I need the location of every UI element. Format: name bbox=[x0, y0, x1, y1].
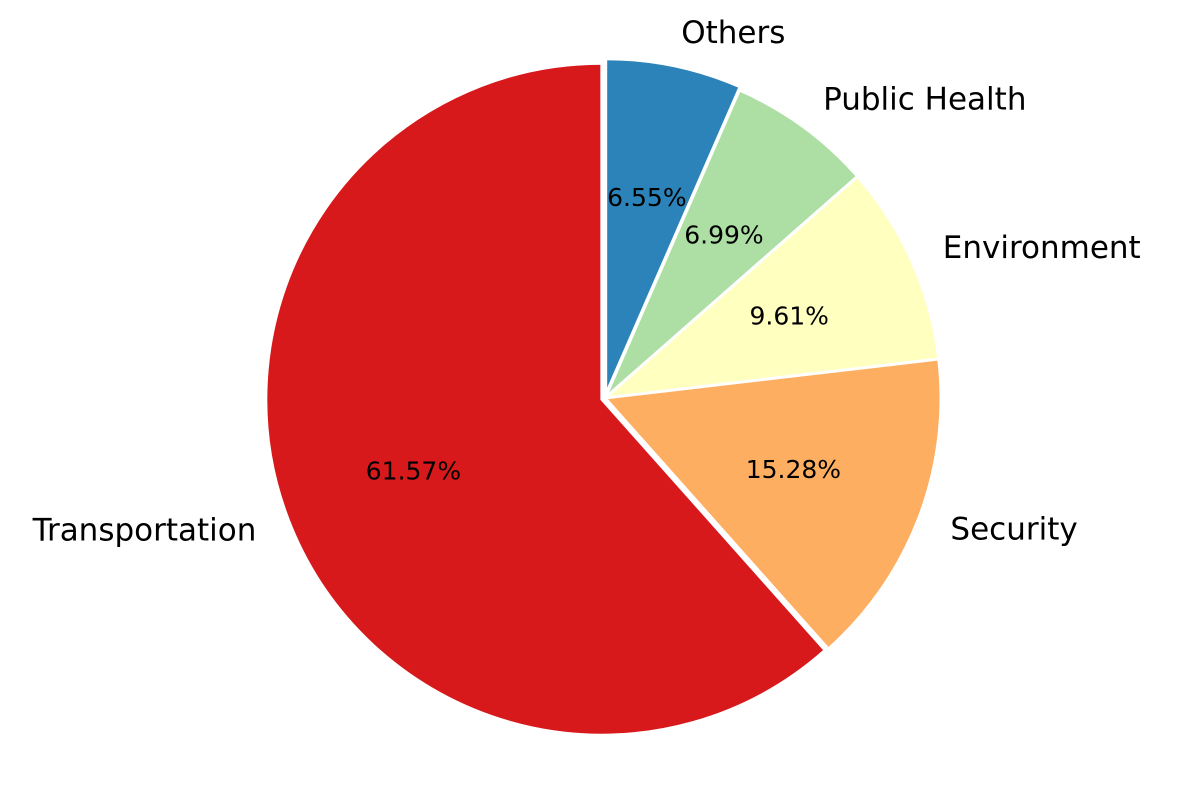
category-label-security: Security bbox=[950, 512, 1077, 548]
category-label-public-health: Public Health bbox=[823, 82, 1026, 118]
pie-slice-security bbox=[603, 357, 943, 651]
pie-slices bbox=[264, 57, 943, 737]
category-label-others: Others bbox=[681, 15, 785, 51]
pct-label-public-health: 6.99% bbox=[684, 221, 763, 250]
percentage-labels: 6.55% 6.99% 9.61% 15.28% 61.57% bbox=[366, 183, 841, 486]
pct-label-environment: 9.61% bbox=[750, 302, 829, 331]
pie-slice-environment bbox=[603, 174, 941, 400]
pct-label-security: 15.28% bbox=[746, 455, 841, 484]
pie-slice-transportation bbox=[264, 61, 827, 737]
pie-slice-public-health bbox=[603, 88, 860, 400]
category-label-environment: Environment bbox=[943, 230, 1141, 266]
pie-slice-others bbox=[604, 57, 742, 397]
pct-label-transportation: 61.57% bbox=[366, 456, 461, 485]
category-labels: Others Public Health Environment Security Tr… bbox=[32, 15, 1141, 549]
category-label-transportation: Transportation bbox=[32, 513, 257, 549]
pct-label-others: 6.55% bbox=[607, 183, 686, 212]
